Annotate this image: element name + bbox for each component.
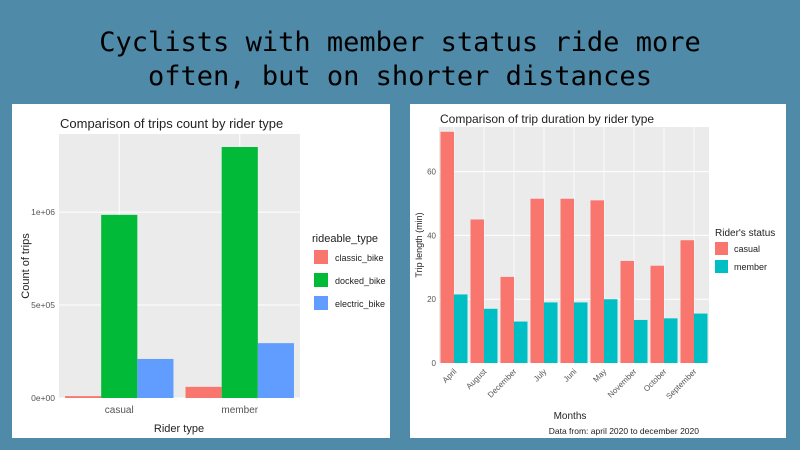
x-axis-label: Months: [554, 411, 587, 422]
y-tick-label: 40: [427, 231, 436, 240]
legend-label-electric_bike: electric_bike: [335, 299, 385, 309]
bar-member-October: [664, 318, 678, 363]
bar-electric_bike-casual: [137, 358, 174, 398]
x-tick-label: September: [664, 367, 698, 401]
x-tick-label: May: [591, 367, 608, 384]
bar-member-August: [484, 308, 498, 363]
trips-count-chart: Comparison of trips count by rider type …: [20, 116, 386, 435]
y-tick-label: 1e+06: [31, 207, 55, 217]
x-tick-labels: casual member: [105, 405, 259, 416]
x-tick-label: July: [532, 367, 548, 383]
y-axis-label: Count of trips: [20, 233, 32, 299]
x-tick-label: December: [486, 367, 519, 400]
x-tick-label: November: [606, 367, 639, 400]
bars: [440, 131, 708, 363]
bar-electric_bike-member: [257, 343, 294, 398]
bar-member-Juni: [574, 302, 588, 363]
bar-member-November: [634, 319, 648, 363]
legend-title: Rider's status: [715, 228, 775, 239]
legend-swatch-docked_bike: [314, 273, 328, 287]
y-tick-label: 20: [427, 295, 436, 304]
x-tick-label: August: [464, 367, 489, 392]
legend-label-docked_bike: docked_bike: [335, 276, 386, 286]
bar-casual-July: [530, 198, 544, 363]
y-tick-label: 60: [427, 168, 436, 177]
bar-casual-May: [590, 200, 604, 363]
legend-label-classic_bike: classic_bike: [335, 253, 384, 263]
bar-casual-September: [680, 240, 694, 363]
bar-docked_bike-casual: [101, 214, 138, 398]
bar-classic_bike-casual: [65, 396, 102, 398]
bar-casual-December: [500, 276, 514, 363]
bar-casual-October: [650, 265, 664, 363]
y-tick-label: 0: [432, 359, 437, 368]
trip-duration-chart-panel: Comparison of trip duration by rider typ…: [410, 104, 786, 438]
y-tick-labels: 0e+00 5e+05 1e+06: [31, 207, 55, 403]
legend-swatch-member: [715, 260, 728, 273]
bar-member-September: [694, 313, 708, 363]
bar-member-July: [544, 302, 558, 363]
trips-count-chart-panel: Comparison of trips count by rider type …: [12, 104, 390, 438]
chart-title: Comparison of trip duration by rider typ…: [440, 112, 654, 126]
x-tick-label: April: [441, 367, 459, 385]
legend: rideable_type classic_bike docked_bikeele…: [312, 233, 386, 310]
bar-classic_bike-member: [185, 386, 222, 398]
legend-swatch-casual: [715, 242, 728, 255]
slide-title-line-2: often, but on shorter distances: [148, 61, 652, 92]
bar-casual-Juni: [560, 198, 574, 363]
legend-label-member: member: [734, 262, 767, 272]
x-tick-label: Juni: [562, 367, 579, 384]
x-axis-label: Rider type: [154, 423, 204, 435]
bar-docked_bike-member: [221, 147, 258, 398]
y-axis-label: Trip length (min): [414, 212, 424, 277]
legend-title: rideable_type: [312, 233, 378, 245]
bar-member-April: [454, 294, 468, 363]
bar-member-May: [604, 299, 618, 363]
legend-label-casual: casual: [734, 244, 760, 254]
y-tick-label: 0e+00: [31, 393, 55, 403]
bar-member-December: [514, 321, 528, 363]
slide-title-line-1: Cyclists with member status ride more: [99, 27, 701, 58]
x-tick-label: casual: [105, 405, 134, 416]
bar-casual-August: [470, 219, 484, 363]
bar-casual-April: [440, 131, 454, 363]
bar-casual-November: [620, 260, 634, 363]
legend-swatch-classic_bike: [314, 250, 328, 264]
y-tick-labels: 0 20 40 60: [427, 168, 436, 368]
bars: [65, 147, 294, 398]
trip-duration-chart: Comparison of trip duration by rider typ…: [414, 112, 775, 436]
chart-title: Comparison of trips count by rider type: [60, 116, 283, 131]
chart-caption: Data from: april 2020 to december 2020: [549, 426, 700, 436]
y-tick-label: 5e+05: [31, 300, 55, 310]
slide-title: Cyclists with member status ride more of…: [0, 26, 800, 94]
legend-swatch-electric_bike: [314, 296, 328, 310]
x-tick-label: member: [221, 405, 258, 416]
legend: Rider's status casual member: [715, 228, 775, 273]
x-tick-label: October: [642, 367, 669, 394]
